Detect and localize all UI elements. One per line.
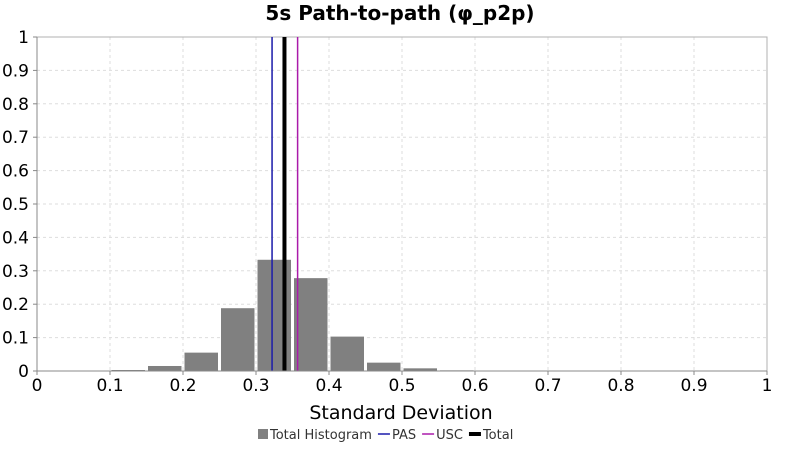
y-tick-label: 0 — [18, 362, 29, 382]
x-tick-label: 0.8 — [607, 376, 634, 396]
histogram-bar — [148, 365, 182, 371]
x-tick-label: 0.3 — [242, 376, 269, 396]
y-tick-label: 0.4 — [2, 228, 29, 248]
x-tick-label: 0.1 — [96, 376, 123, 396]
x-tick-label: 0.2 — [169, 376, 196, 396]
histogram-bar — [221, 308, 255, 371]
y-tick-label: 0.3 — [2, 262, 29, 282]
legend-label: USC — [436, 428, 463, 443]
legend-label: Total Histogram — [269, 428, 372, 443]
legend-label: Total — [482, 428, 513, 443]
legend-label: PAS — [392, 428, 416, 443]
legend-item-total-histogram: Total Histogram — [258, 428, 372, 443]
histogram-bar — [184, 352, 218, 371]
y-tick-label: 0.7 — [2, 128, 29, 148]
x-axis-label: Standard Deviation — [309, 402, 492, 424]
x-tick-label: 0.5 — [388, 376, 415, 396]
y-tick-label: 0.1 — [2, 329, 29, 349]
x-tick-label: 0.6 — [461, 376, 488, 396]
reference-lines — [271, 37, 299, 371]
y-tick-label: 0.6 — [2, 162, 29, 182]
histogram-bar — [367, 362, 401, 371]
chart-title: 5s Path-to-path (φ_p2p) — [265, 1, 534, 25]
y-tick-label: 0.9 — [2, 61, 29, 81]
y-tick-label: 0.8 — [2, 95, 29, 115]
x-tick-label: 1 — [762, 376, 773, 396]
y-tick-label: 0.5 — [2, 195, 29, 215]
histogram-bar — [294, 278, 328, 371]
legend-item-pas: PAS — [377, 428, 416, 443]
histogram-bar — [330, 336, 364, 371]
x-tick-labels: 0 0.1 0.2 0.3 0.4 0.5 0.6 0.7 0.8 0.9 1 — [32, 371, 773, 396]
legend: Total Histogram PAS USC Total — [258, 428, 513, 443]
legend-item-total: Total — [468, 428, 513, 443]
x-tick-label: 0.4 — [315, 376, 342, 396]
y-tick-label: 0.2 — [2, 295, 29, 315]
histogram-bars — [111, 259, 474, 371]
grid-lines — [36, 36, 768, 372]
histogram-bar — [403, 368, 437, 371]
y-tick-label: 1 — [18, 28, 29, 48]
x-tick-label: 0 — [32, 376, 43, 396]
x-tick-label: 0.7 — [534, 376, 561, 396]
y-tick-labels: 0 0.1 0.2 0.3 0.4 0.5 0.6 0.7 0.8 0.9 1 — [2, 28, 37, 382]
histogram-bar — [111, 369, 145, 371]
legend-item-usc: USC — [422, 428, 463, 443]
legend-swatch — [258, 429, 268, 439]
x-tick-label: 0.9 — [680, 376, 707, 396]
